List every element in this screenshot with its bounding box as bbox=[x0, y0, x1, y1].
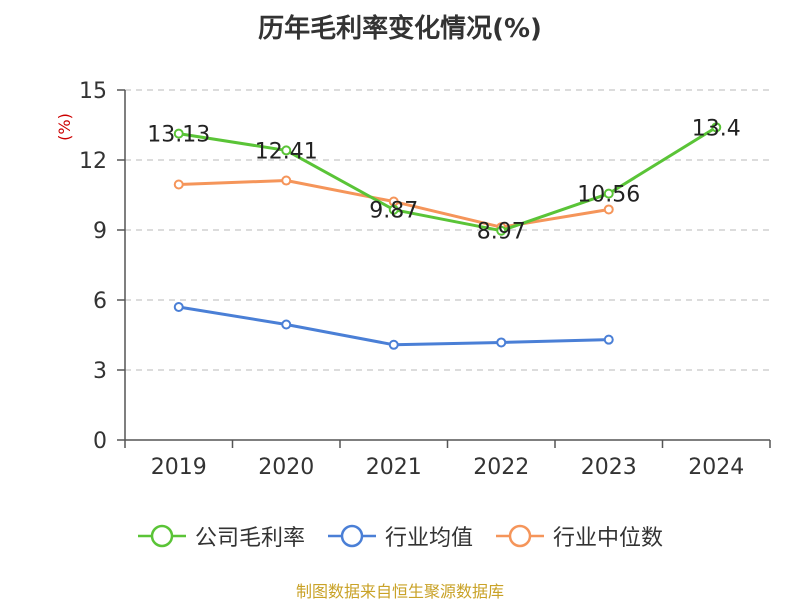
data-point bbox=[711, 122, 722, 133]
legend-item[interactable]: 行业均值 bbox=[327, 520, 473, 552]
y-tick-label: 9 bbox=[93, 219, 107, 244]
data-point bbox=[496, 337, 507, 348]
data-label: 13.4 bbox=[692, 116, 741, 141]
data-point bbox=[496, 225, 507, 236]
data-point bbox=[281, 175, 292, 186]
label-layer: 13.13 12.41 9.87 8.97 10.56 13.4 bbox=[147, 116, 740, 244]
data-point bbox=[388, 339, 399, 350]
legend-swatch bbox=[496, 524, 544, 548]
data-point bbox=[281, 145, 292, 156]
x-tick-label: 2022 bbox=[473, 455, 529, 480]
y-tick-label: 0 bbox=[93, 429, 107, 454]
legend-item[interactable]: 行业中位数 bbox=[495, 520, 663, 552]
x-tick-label: 2020 bbox=[258, 455, 314, 480]
data-label: 13.13 bbox=[147, 123, 210, 148]
y-tick-label: 3 bbox=[93, 359, 107, 384]
legend-label: 行业均值 bbox=[384, 526, 473, 551]
data-point bbox=[173, 302, 184, 312]
data-label: 10.56 bbox=[577, 183, 640, 208]
data-point bbox=[281, 319, 292, 330]
y-axis-label: (%) bbox=[55, 113, 74, 141]
data-point bbox=[603, 204, 614, 215]
chart-title: 历年毛利率变化情况(%) bbox=[258, 14, 542, 44]
data-point bbox=[603, 334, 614, 345]
y-tick-label: 6 bbox=[93, 289, 107, 314]
data-point bbox=[173, 128, 184, 139]
data-label: 9.87 bbox=[369, 199, 418, 224]
grid-layer bbox=[125, 89, 770, 371]
legend-label: 行业中位数 bbox=[553, 526, 664, 551]
legend-swatch bbox=[327, 524, 376, 548]
line-chart: 0 3 6 9 12 15 (%) 2019 2020 2021 2022 2023 2024 13.1… bbox=[55, 79, 771, 480]
x-tick-label: 2024 bbox=[688, 455, 744, 480]
axis-layer: 0 3 6 9 12 15 (%) 2019 2020 2021 2022 2023 2024 bbox=[55, 79, 771, 480]
legend-swatch bbox=[137, 524, 186, 548]
series-line-0 bbox=[178, 126, 718, 233]
x-tick-label: 2023 bbox=[581, 455, 637, 480]
x-tick-label: 2019 bbox=[151, 455, 207, 480]
data-label: 8.97 bbox=[477, 220, 526, 245]
series-layer bbox=[173, 122, 722, 350]
legend-item[interactable]: 公司毛利率 bbox=[137, 520, 305, 552]
source-note: 制图数据来自恒生聚源数据库 bbox=[295, 582, 504, 601]
data-point bbox=[388, 204, 399, 215]
data-point bbox=[603, 188, 614, 199]
data-label: 12.41 bbox=[255, 139, 318, 164]
y-tick-label: 12 bbox=[79, 149, 107, 174]
legend-label: 公司毛利率 bbox=[194, 526, 305, 551]
x-tick-label: 2021 bbox=[366, 455, 422, 480]
data-point bbox=[173, 179, 184, 190]
series-line-1 bbox=[178, 305, 609, 347]
legend: 公司毛利率 行业均值 行业中位数 bbox=[0, 520, 800, 552]
y-tick-label: 15 bbox=[79, 79, 107, 104]
